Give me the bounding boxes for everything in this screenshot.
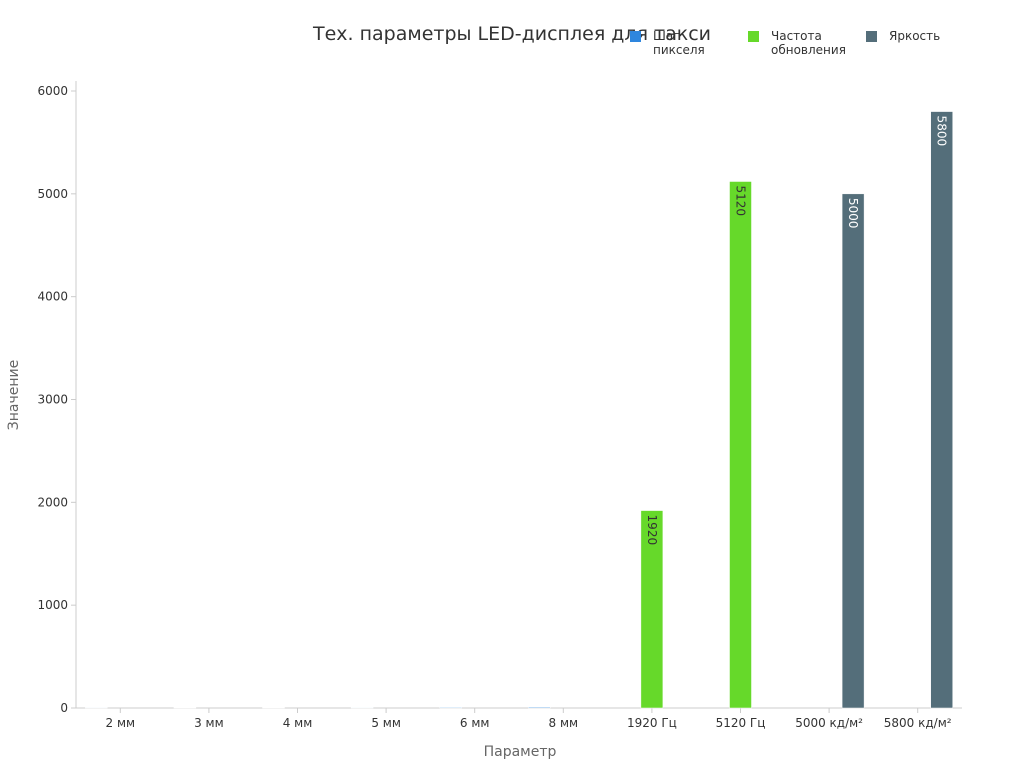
- x-tick-label: 4 мм: [283, 716, 313, 730]
- x-tick-label: 5120 Гц: [716, 716, 766, 730]
- y-tick-label: 5000: [37, 187, 68, 201]
- data-label: 5800: [935, 116, 949, 147]
- y-tick-label: 2000: [37, 495, 68, 509]
- data-label: 1920: [645, 515, 659, 546]
- bar: [841, 193, 865, 709]
- legend-label: Частота обновления: [771, 29, 846, 57]
- bar: [930, 111, 953, 709]
- legend-swatch: [866, 31, 877, 42]
- x-tick-label: 3 мм: [194, 716, 224, 730]
- x-tick-label: 8 мм: [549, 716, 579, 730]
- x-tick-label: 5 мм: [371, 716, 401, 730]
- bar: [729, 181, 752, 709]
- x-axis-label: Параметр: [484, 744, 557, 760]
- y-tick-label: 0: [60, 701, 68, 715]
- bar: [528, 706, 551, 709]
- legend-item: Частота обновления: [748, 29, 848, 57]
- legend-swatch: [630, 31, 641, 42]
- legend-swatch: [748, 31, 759, 42]
- chart-title: Тех. параметры LED-дисплея для такси: [312, 23, 711, 45]
- data-label: 5120: [734, 185, 748, 216]
- x-tick-label: 5800 кд/м²: [884, 716, 952, 730]
- bar: [640, 510, 664, 709]
- y-axis-label: Значение: [6, 360, 22, 430]
- y-tick-label: 4000: [37, 290, 68, 304]
- legend-item: Шаг пикселя: [630, 29, 730, 57]
- y-tick-label: 1000: [37, 598, 68, 612]
- legend-item: Яркость: [866, 29, 940, 57]
- x-tick-label: 1920 Гц: [627, 716, 677, 730]
- data-label: 5000: [846, 198, 860, 229]
- x-tick-label: 2 мм: [106, 716, 136, 730]
- x-tick-label: 6 мм: [460, 716, 490, 730]
- bar: [350, 707, 374, 709]
- y-tick-label: 6000: [37, 84, 68, 98]
- y-tick-label: 3000: [37, 393, 68, 407]
- legend-label: Яркость: [889, 29, 941, 43]
- legend: Шаг пикселя Частота обновления Яркость: [630, 29, 940, 57]
- legend-label: Шаг пикселя: [653, 29, 705, 57]
- bar: [439, 707, 462, 709]
- x-tick-label: 5000 кд/м²: [795, 716, 863, 730]
